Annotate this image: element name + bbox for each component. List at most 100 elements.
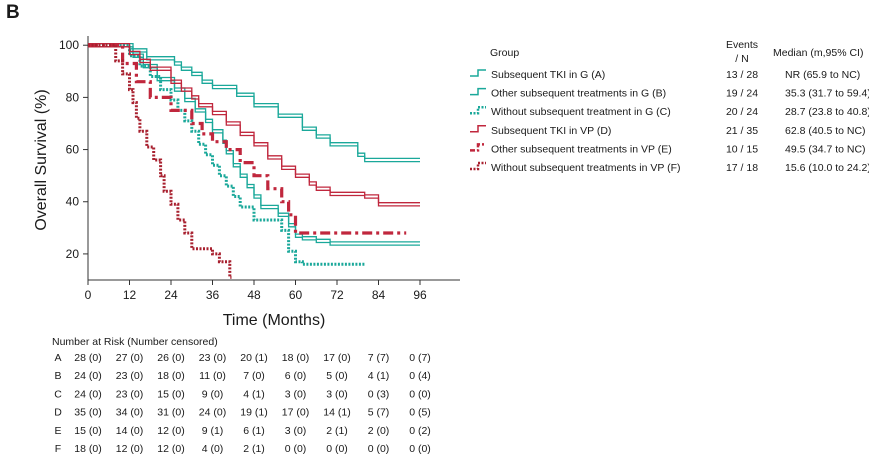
risk-cell: 0 (7): [409, 352, 431, 364]
legend-median-d: 62.8 (40.5 to NC): [785, 125, 866, 137]
risk-table-title: Number at Risk (Number censored): [52, 336, 218, 348]
risk-row-label: A: [54, 352, 61, 364]
legend-swatch-c: [470, 105, 486, 115]
risk-cell: 0 (5): [409, 407, 431, 419]
risk-cell: 0 (2): [409, 425, 431, 437]
risk-cell: 2 (1): [326, 425, 348, 437]
legend-events-header: Events: [726, 39, 758, 51]
risk-cell: 31 (0): [157, 407, 184, 419]
risk-cell: 3 (0): [326, 388, 348, 400]
risk-cell: 4 (1): [368, 370, 390, 382]
legend-label-f: Without subsequent treatments in VP (F): [491, 162, 680, 174]
series-line-c: [88, 43, 365, 266]
legend-swatch-a: [470, 69, 486, 77]
risk-cell: 12 (0): [157, 443, 184, 455]
risk-cell: 18 (0): [74, 443, 101, 455]
x-tick-label: 48: [247, 288, 261, 302]
legend-label-e: Other subsequent treatments in VP (E): [491, 143, 672, 155]
risk-cell: 34 (0): [116, 407, 143, 419]
risk-cell: 0 (0): [368, 443, 390, 455]
risk-cell: 19 (1): [240, 407, 267, 419]
legend-label-b: Other subsequent treatments in G (B): [491, 88, 666, 100]
risk-cell: 15 (0): [74, 425, 101, 437]
risk-cell: 17 (0): [282, 407, 309, 419]
series-line-e: [88, 43, 407, 235]
risk-cell: 11 (0): [199, 370, 226, 382]
risk-cell: 26 (0): [157, 352, 184, 364]
x-axis-title: Time (Months): [223, 312, 326, 329]
risk-cell: 7 (0): [243, 370, 265, 382]
risk-cell: 5 (0): [326, 370, 348, 382]
legend-events-header-2: / N: [735, 53, 748, 65]
series-line-b-inner: [88, 46, 420, 246]
risk-cell: 6 (0): [285, 370, 307, 382]
y-axis-title: Overall Survival (%): [33, 89, 50, 230]
legend-events-b: 19 / 24: [726, 88, 758, 100]
risk-cell: 28 (0): [74, 352, 101, 364]
x-tick-label: 0: [85, 288, 92, 302]
legend-swatch-d: [470, 125, 486, 133]
risk-row-label: C: [54, 388, 62, 400]
risk-cell: 0 (0): [326, 443, 348, 455]
risk-cell: 24 (0): [74, 370, 101, 382]
risk-cell: 3 (0): [285, 425, 307, 437]
legend-median-a: NR (65.9 to NC): [785, 69, 860, 81]
risk-cell: 0 (0): [409, 443, 431, 455]
legend-median-c: 28.7 (23.8 to 40.8): [785, 106, 869, 118]
legend-label-d: Subsequent TKI in VP (D): [491, 125, 611, 137]
series-line-d-inner: [88, 46, 420, 207]
risk-cell: 20 (1): [240, 352, 267, 364]
risk-cell: 6 (1): [243, 425, 265, 437]
risk-cell: 0 (4): [409, 370, 431, 382]
risk-cell: 24 (0): [74, 388, 101, 400]
risk-cell: 9 (0): [202, 388, 224, 400]
risk-row-label: D: [54, 407, 62, 419]
risk-cell: 23 (0): [116, 370, 143, 382]
risk-cell: 7 (7): [368, 352, 390, 364]
legend-events-f: 17 / 18: [726, 162, 758, 174]
legend-median-e: 49.5 (34.7 to NC): [785, 143, 866, 155]
y-tick-label: 80: [66, 90, 80, 104]
risk-cell: 12 (0): [157, 425, 184, 437]
y-tick-label: 60: [66, 143, 80, 157]
risk-cell: 18 (0): [157, 370, 184, 382]
legend-events-e: 10 / 15: [726, 143, 758, 155]
risk-cell: 17 (0): [323, 352, 350, 364]
risk-cell: 9 (1): [202, 425, 224, 437]
risk-cell: 18 (0): [282, 352, 309, 364]
legend-swatch-f: [470, 161, 486, 171]
x-tick-label: 84: [372, 288, 386, 302]
risk-cell: 15 (0): [157, 388, 184, 400]
risk-cell: 0 (0): [409, 388, 431, 400]
risk-cell: 27 (0): [116, 352, 143, 364]
x-tick-label: 60: [289, 288, 303, 302]
risk-cell: 4 (1): [243, 388, 265, 400]
x-tick-label: 72: [330, 288, 344, 302]
risk-cell: 2 (1): [243, 443, 265, 455]
legend-events-d: 21 / 35: [726, 125, 758, 137]
legend-events-a: 13 / 28: [726, 69, 758, 81]
legend-label-c: Without subsequent treatment in G (C): [491, 106, 671, 118]
legend-median-header: Median (m,95% CI): [773, 47, 863, 59]
y-tick-label: 100: [59, 38, 79, 52]
legend-swatch-e: [470, 143, 486, 152]
risk-cell: 5 (7): [368, 407, 390, 419]
y-tick-label: 40: [66, 195, 80, 209]
risk-cell: 3 (0): [285, 388, 307, 400]
x-tick-label: 36: [206, 288, 220, 302]
legend-median-b: 35.3 (31.7 to 59.4): [785, 88, 869, 100]
x-tick-label: 24: [164, 288, 178, 302]
risk-cell: 35 (0): [74, 407, 101, 419]
risk-cell: 14 (0): [116, 425, 143, 437]
series-line-a-inner: [88, 46, 420, 163]
risk-row-label: B: [54, 370, 61, 382]
legend-events-c: 20 / 24: [726, 106, 758, 118]
legend-swatch-b: [470, 87, 486, 96]
risk-cell: 4 (0): [202, 443, 224, 455]
legend-label-a: Subsequent TKI in G (A): [491, 69, 605, 81]
risk-cell: 24 (0): [199, 407, 226, 419]
series-line-f: [88, 43, 232, 279]
x-tick-label: 12: [123, 288, 137, 302]
risk-cell: 0 (0): [285, 443, 307, 455]
